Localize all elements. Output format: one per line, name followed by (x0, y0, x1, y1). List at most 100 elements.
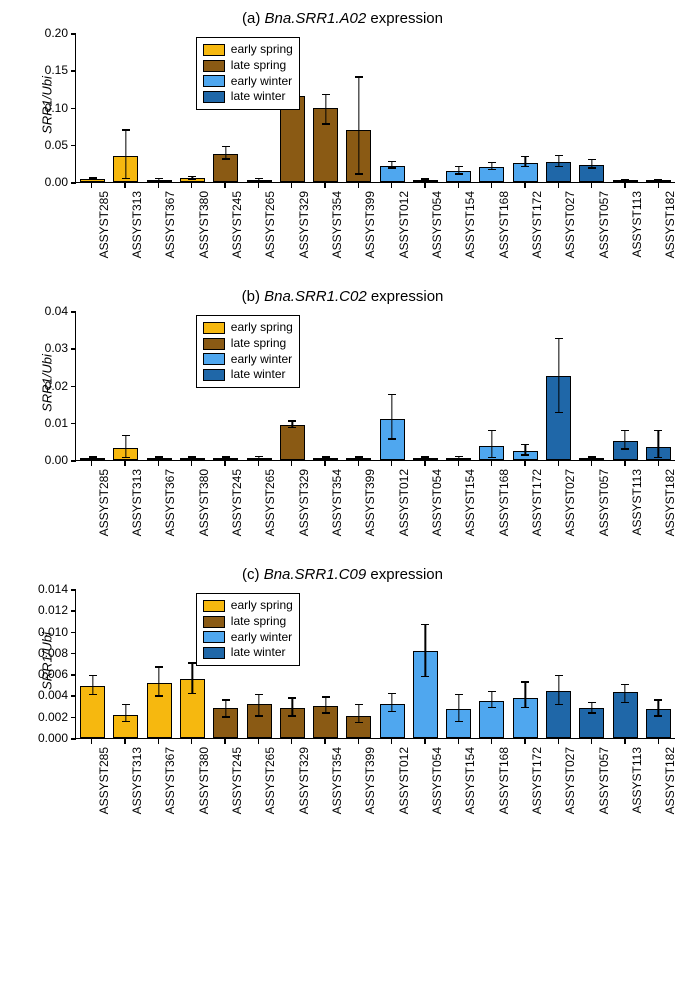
x-tick-label: ASSYST245 (230, 469, 244, 536)
x-tick-label: ASSYST113 (630, 191, 644, 257)
x-tick (591, 461, 593, 466)
x-tick (458, 183, 460, 188)
x-tick (91, 183, 93, 188)
x-tick (591, 739, 593, 744)
error-cap (521, 454, 529, 455)
error-cap (222, 158, 230, 159)
error-cap (155, 695, 163, 696)
x-tick (491, 461, 493, 466)
panel-letter: (c) (242, 566, 264, 583)
error-bar (391, 694, 392, 712)
error-cap (89, 694, 97, 695)
x-tick (524, 739, 526, 744)
error-cap (355, 458, 363, 459)
x-tick (424, 461, 426, 466)
error-cap (355, 704, 363, 705)
legend-swatch (203, 44, 225, 56)
error-cap (521, 707, 529, 708)
legend-swatch (203, 75, 225, 87)
x-tick-label: ASSYST285 (97, 747, 111, 814)
x-tick-label: ASSYST285 (97, 469, 111, 536)
x-tick (258, 461, 260, 466)
x-tick (658, 739, 660, 744)
legend: early springlate springearly winterlate … (196, 593, 300, 665)
plot-region: 0.000.010.020.030.04early springlate spr… (75, 311, 675, 461)
error-cap (421, 458, 429, 459)
error-cap (255, 458, 263, 459)
error-cap (222, 699, 230, 700)
x-tick-label: ASSYST154 (463, 191, 477, 258)
x-tick (391, 739, 393, 744)
error-cap (555, 166, 563, 167)
legend-swatch (203, 600, 225, 612)
error-bar (391, 395, 392, 440)
error-bar (491, 692, 492, 708)
error-cap (122, 129, 130, 130)
plot-region: 0.0000.0020.0040.0060.0080.0100.0120.014… (75, 589, 675, 739)
error-cap (222, 458, 230, 459)
error-cap (388, 161, 396, 162)
x-tick (224, 739, 226, 744)
error-cap (654, 699, 662, 700)
error-cap (388, 711, 396, 712)
x-tick-label: ASSYST265 (263, 191, 277, 258)
x-tick (191, 183, 193, 188)
error-cap (455, 166, 463, 167)
error-cap (288, 715, 296, 716)
error-cap (488, 169, 496, 170)
legend-label: early spring (231, 320, 293, 336)
legend-swatch (203, 616, 225, 628)
x-tick (224, 461, 226, 466)
error-cap (588, 159, 596, 160)
x-tick-label: ASSYST168 (497, 747, 511, 814)
x-tick (191, 461, 193, 466)
error-bar (292, 699, 293, 717)
error-cap (188, 176, 196, 177)
error-cap (322, 458, 330, 459)
x-tick (324, 739, 326, 744)
y-tick: 0.006 (38, 667, 76, 681)
x-tick (324, 461, 326, 466)
x-tick-label: ASSYST054 (430, 469, 444, 536)
legend-item: late winter (203, 89, 293, 105)
error-bar (624, 685, 625, 703)
legend: early springlate springearly winterlate … (196, 315, 300, 387)
error-cap (521, 444, 529, 445)
x-tick-label: ASSYST367 (163, 747, 177, 814)
legend-label: early winter (231, 352, 292, 368)
x-tick-label: ASSYST172 (530, 747, 544, 814)
legend-label: early spring (231, 598, 293, 614)
panel-title: (c) Bna.SRR1.C09 expression (10, 566, 675, 583)
x-tick (458, 461, 460, 466)
error-bar (658, 701, 659, 717)
figure-root: (a) Bna.SRR1.A02 expressionSRR1/Ubi0.000… (10, 10, 675, 834)
x-tick-label: ASSYST182 (663, 469, 677, 536)
x-tick-label: ASSYST367 (163, 191, 177, 258)
legend-swatch (203, 60, 225, 72)
x-tick-label: ASSYST027 (563, 747, 577, 814)
chart-area: 0.0000.0020.0040.0060.0080.0100.0120.014… (75, 589, 675, 834)
error-cap (255, 178, 263, 179)
error-cap (621, 448, 629, 449)
x-tick-label: ASSYST329 (297, 747, 311, 814)
x-labels: ASSYST285ASSYST313ASSYST367ASSYST380ASSY… (75, 183, 675, 278)
error-cap (322, 696, 330, 697)
y-tick: 0.10 (45, 101, 76, 115)
error-cap (255, 694, 263, 695)
x-tick (624, 739, 626, 744)
error-cap (654, 430, 662, 431)
x-tick-label: ASSYST245 (230, 747, 244, 814)
x-tick-label: ASSYST380 (197, 191, 211, 258)
error-cap (388, 167, 396, 168)
x-tick (391, 183, 393, 188)
x-tick-label: ASSYST399 (363, 747, 377, 814)
legend-swatch (203, 353, 225, 365)
legend-label: early winter (231, 630, 292, 646)
x-tick-label: ASSYST380 (197, 469, 211, 536)
error-bar (358, 78, 359, 175)
legend-label: late spring (231, 336, 286, 352)
error-cap (421, 624, 429, 625)
legend-item: late spring (203, 336, 293, 352)
x-tick (91, 461, 93, 466)
x-tick-label: ASSYST245 (230, 191, 244, 258)
